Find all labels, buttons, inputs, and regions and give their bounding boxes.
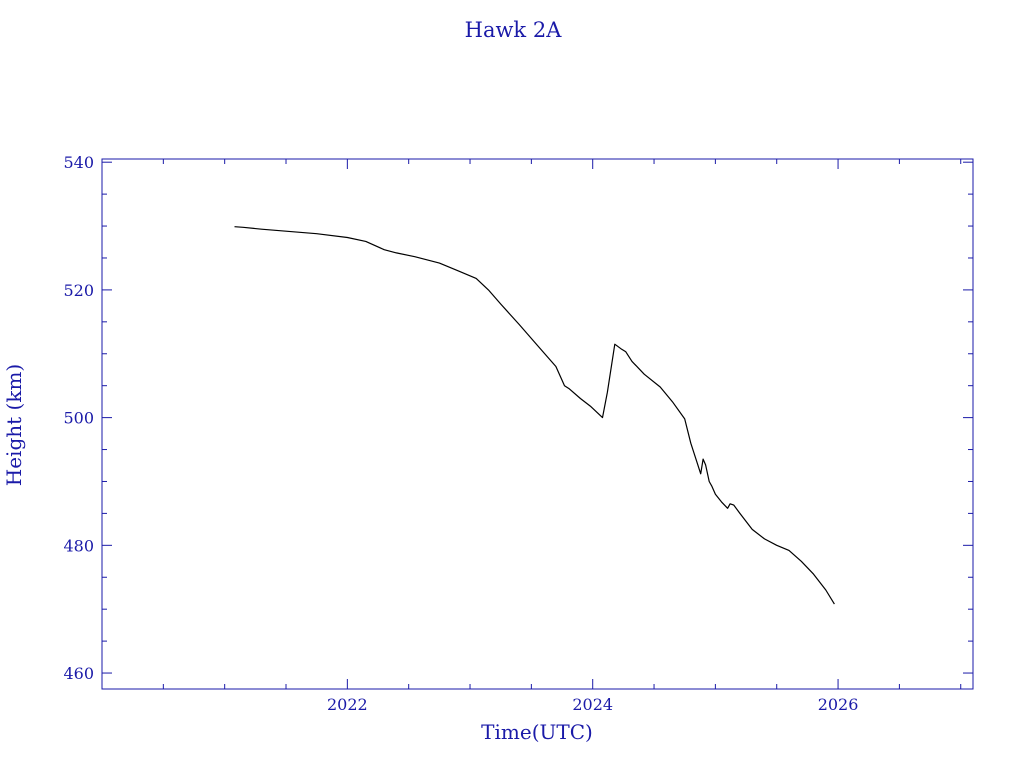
plot-frame xyxy=(101,158,974,690)
y-tick-label: 540 xyxy=(63,153,94,172)
height-series-line xyxy=(234,226,835,605)
chart-title: Hawk 2A xyxy=(465,18,563,42)
y-tick-label: 520 xyxy=(63,281,94,300)
x-tick-label: 2022 xyxy=(327,695,368,714)
x-tick-label: 2026 xyxy=(818,695,859,714)
plot-area: 2022 2024 2026 460 480 500 520 540 xyxy=(63,153,974,714)
y-tick-label: 460 xyxy=(63,664,94,683)
y-axis-label: Height (km) xyxy=(2,364,26,486)
x-axis-label: Time(UTC) xyxy=(481,720,593,744)
x-tick-label: 2024 xyxy=(572,695,613,714)
y-tick-label: 480 xyxy=(63,536,94,555)
y-tick-label: 500 xyxy=(63,409,94,428)
